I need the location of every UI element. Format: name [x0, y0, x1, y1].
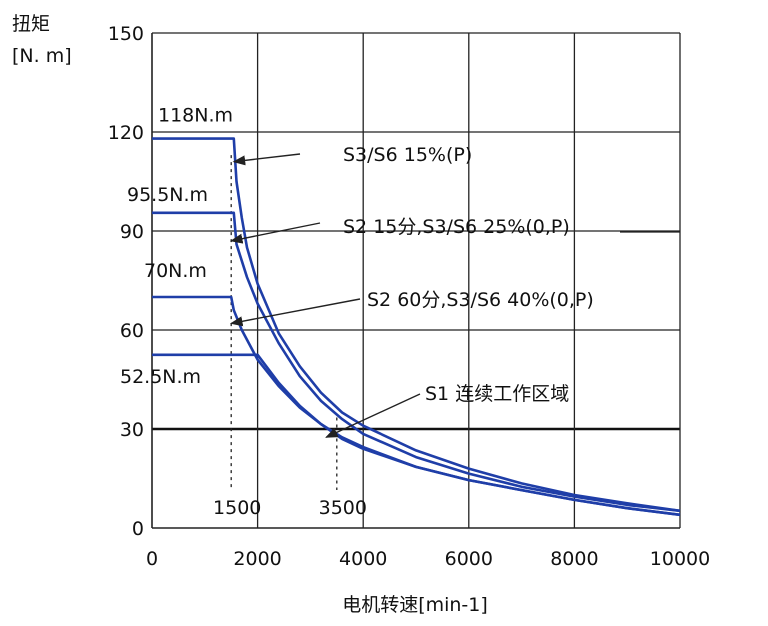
x-tick-label: 6000 — [445, 548, 493, 570]
series-curve — [152, 137, 681, 513]
annotation-arrow-layer — [229, 153, 421, 438]
x-tick-label: 8000 — [550, 548, 598, 570]
y-tick-label: 60 — [120, 320, 144, 342]
series-annotation-label: S1 连续工作区域 — [425, 383, 569, 405]
series-curve — [152, 353, 681, 517]
x-tick-label: 0 — [146, 548, 158, 570]
annotation-arrow — [229, 222, 321, 244]
torque-value-label: 118N.m — [158, 105, 233, 127]
y-tick-label: 150 — [108, 23, 144, 45]
torque-value-label: 70N.m — [144, 260, 207, 282]
torque-value-label: 52.5N.m — [120, 366, 201, 388]
y-axis-label-line2: [N. m] — [12, 45, 72, 67]
speed-marker-label: 1500 — [213, 497, 261, 519]
x-axis-label: 电机转速[min-1] — [342, 594, 488, 616]
y-tick-label: 120 — [108, 122, 144, 144]
y-tick-label: 0 — [132, 518, 144, 540]
series-annotation-label: S2 60分,S3/S6 40%(0,P) — [367, 289, 594, 311]
torque-value-label: 95.5N.m — [127, 184, 208, 206]
x-tick-label: 10000 — [650, 548, 710, 570]
x-tick-label: 4000 — [339, 548, 387, 570]
series-annotation-label: S3/S6 15%(P) — [343, 144, 472, 166]
y-axis-label-line1: 扭矩 — [12, 13, 50, 35]
annotation-arrow — [229, 298, 361, 327]
y-tick-label: 30 — [120, 419, 144, 441]
annotation-arrow — [232, 153, 301, 166]
annotation-arrow — [325, 393, 421, 438]
y-tick-label: 90 — [120, 221, 144, 243]
speed-marker-layer — [230, 155, 338, 490]
series-annotation-label: S2 15分,S3/S6 25%(0,P) — [343, 216, 570, 238]
x-tick-label: 2000 — [233, 548, 281, 570]
speed-marker-label: 3500 — [319, 497, 367, 519]
series-curve — [152, 211, 681, 513]
